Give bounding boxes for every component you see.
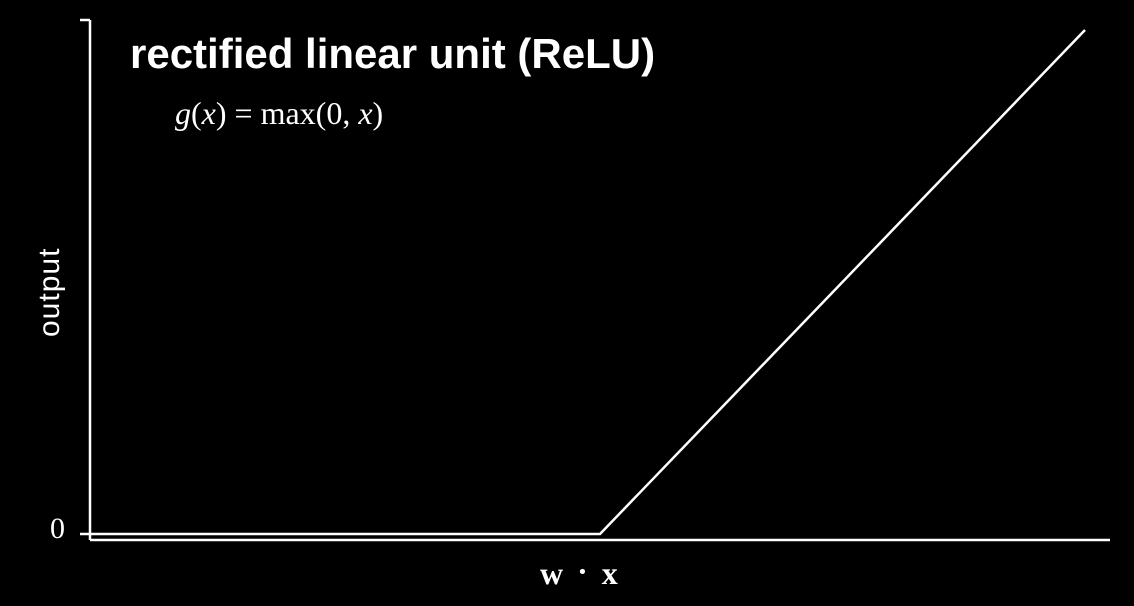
x-label-dot: ·: [571, 553, 594, 589]
relu-chart-svg: [0, 0, 1134, 606]
chart-title: rectified linear unit (ReLU): [130, 30, 655, 78]
formula-eq: =: [227, 95, 261, 131]
formula-open2: (: [316, 95, 327, 131]
formula-zero: 0: [326, 95, 342, 131]
x-label-x: x: [602, 555, 618, 591]
formula-open1: (: [191, 95, 202, 131]
formula-close2: ): [373, 95, 384, 131]
y-axis-tick-zero: 0: [50, 512, 65, 546]
formula-x2: x: [358, 95, 372, 131]
chart-container: output 0 w · x rectified linear unit (Re…: [0, 0, 1134, 606]
formula-g: g: [175, 95, 191, 131]
x-label-w: w: [540, 555, 563, 591]
formula-x1: x: [202, 95, 216, 131]
formula-max: max: [261, 95, 316, 131]
x-axis-label: w · x: [540, 555, 618, 592]
formula-comma: ,: [342, 95, 358, 131]
chart-formula: g(x) = max(0, x): [175, 95, 383, 132]
formula-close1: ): [216, 95, 227, 131]
y-axis-label: output: [33, 217, 67, 337]
